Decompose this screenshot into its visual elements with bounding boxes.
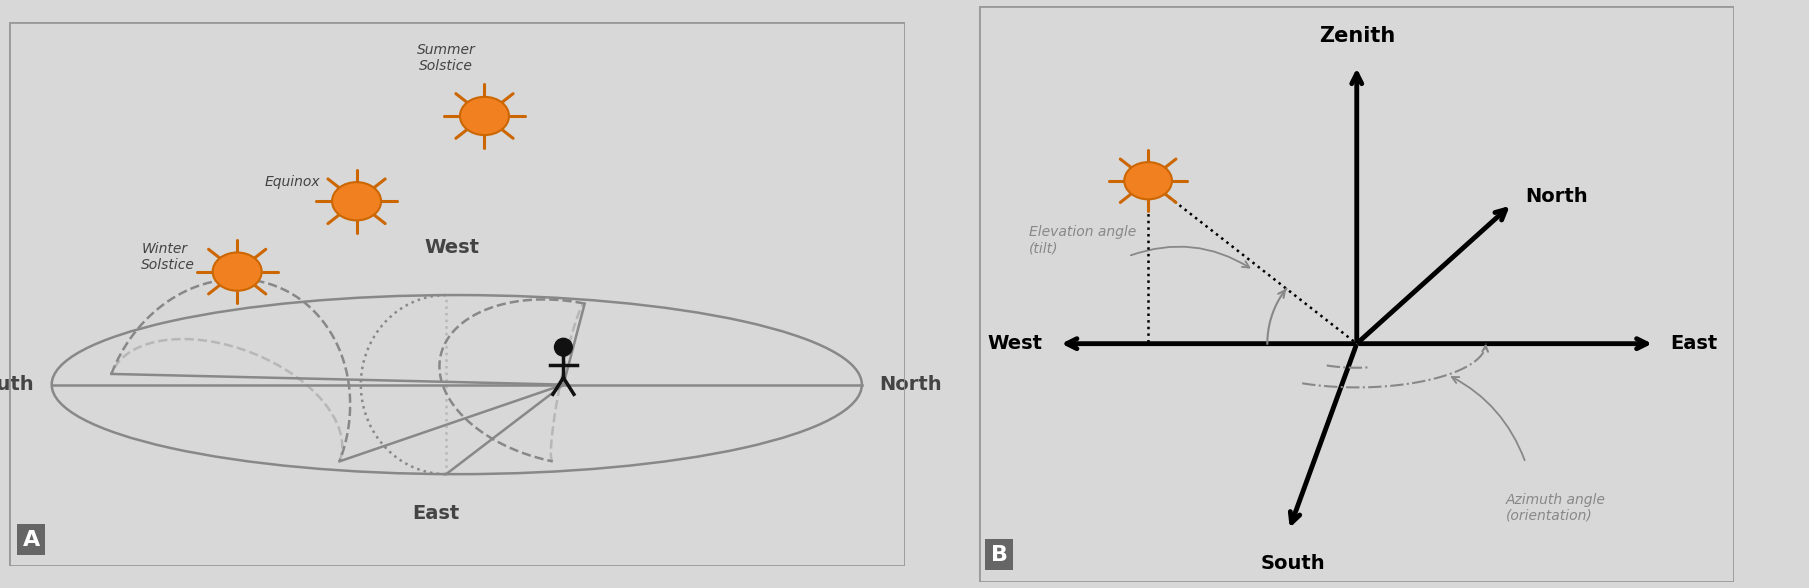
Text: B: B (991, 545, 1008, 565)
Ellipse shape (213, 252, 262, 290)
Text: North: North (1525, 186, 1588, 206)
Text: South: South (1261, 554, 1324, 573)
Text: Elevation angle
(tilt): Elevation angle (tilt) (1029, 225, 1136, 255)
Bar (9, 22, 904, 566)
Text: Equinox: Equinox (264, 175, 320, 189)
Text: Zenith: Zenith (1319, 26, 1395, 46)
Text: West: West (425, 238, 479, 257)
Text: East: East (412, 504, 459, 523)
Ellipse shape (459, 97, 508, 135)
Text: A: A (22, 530, 40, 550)
Ellipse shape (1123, 162, 1172, 199)
Text: Winter
Solstice: Winter Solstice (141, 242, 195, 272)
Text: South: South (0, 375, 34, 394)
Text: East: East (1672, 334, 1719, 353)
Text: West: West (988, 334, 1042, 353)
Text: Summer
Solstice: Summer Solstice (416, 43, 476, 74)
Text: North: North (879, 375, 941, 394)
Text: Azimuth angle
(orientation): Azimuth angle (orientation) (1505, 493, 1606, 523)
Bar (979, 6, 1735, 582)
Circle shape (555, 338, 572, 356)
Ellipse shape (333, 182, 382, 220)
